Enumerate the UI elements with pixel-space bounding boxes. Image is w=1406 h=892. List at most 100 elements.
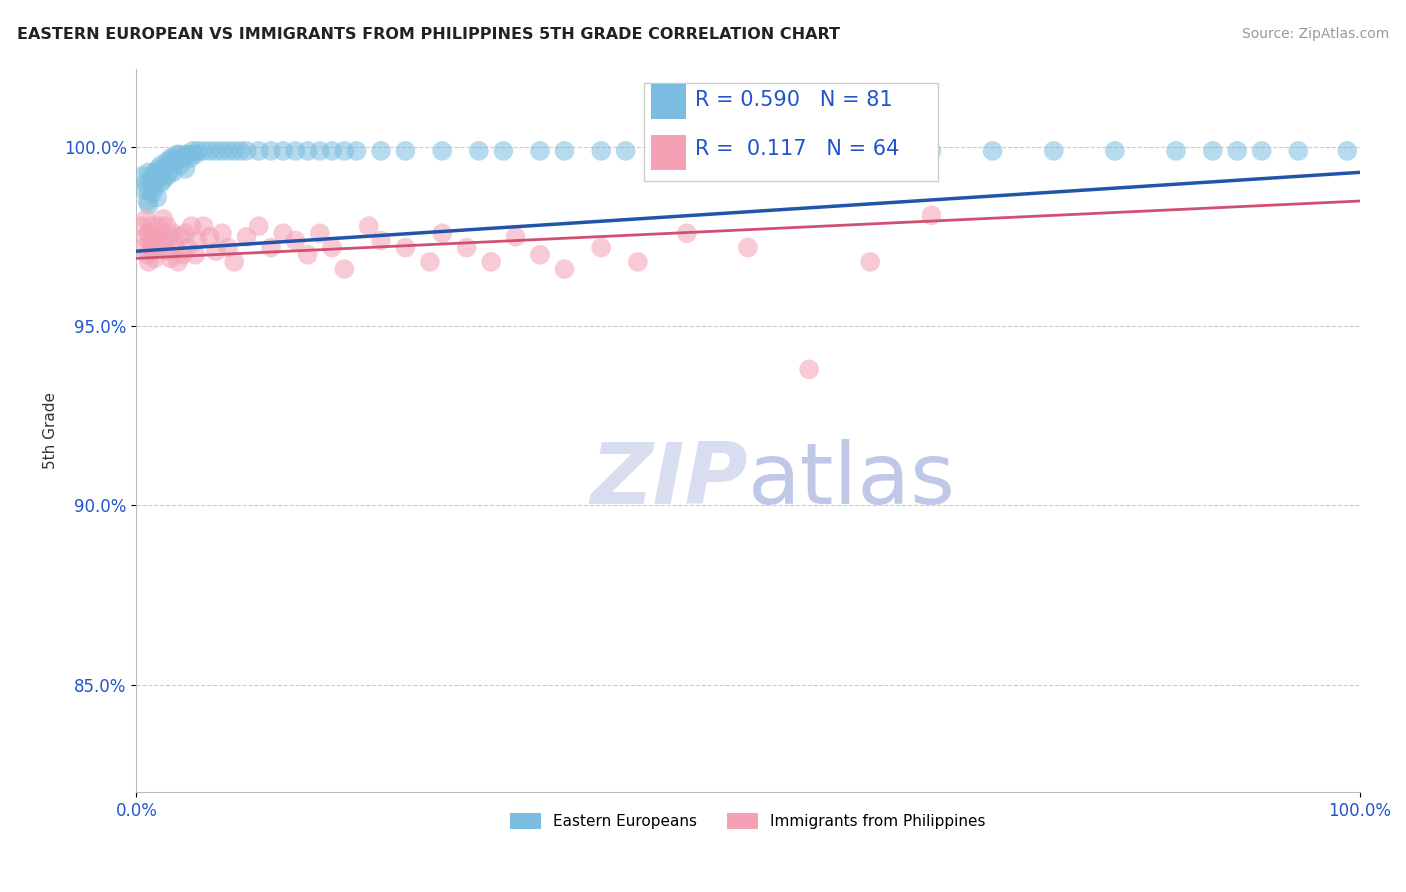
- Point: [553, 144, 575, 158]
- Point: [321, 241, 343, 255]
- Point: [224, 144, 246, 158]
- Point: [177, 147, 200, 161]
- Point: [165, 154, 187, 169]
- Point: [131, 169, 153, 183]
- Point: [675, 227, 697, 241]
- Point: [138, 165, 160, 179]
- Point: [136, 194, 159, 208]
- Legend: Eastern Europeans, Immigrants from Philippines: Eastern Europeans, Immigrants from Phili…: [503, 806, 991, 835]
- Point: [169, 158, 191, 172]
- Point: [159, 151, 181, 165]
- Point: [479, 255, 502, 269]
- Point: [174, 161, 197, 176]
- Point: [308, 227, 330, 241]
- Point: [138, 255, 160, 269]
- Point: [181, 144, 204, 158]
- Point: [149, 227, 172, 241]
- Point: [1250, 144, 1272, 158]
- Point: [132, 241, 155, 255]
- Point: [920, 208, 942, 222]
- Point: [157, 230, 180, 244]
- Point: [143, 179, 166, 194]
- Point: [187, 234, 209, 248]
- Point: [180, 219, 202, 233]
- Text: Source: ZipAtlas.com: Source: ZipAtlas.com: [1241, 27, 1389, 41]
- Point: [357, 219, 380, 233]
- Point: [177, 241, 200, 255]
- Point: [297, 248, 319, 262]
- Point: [505, 230, 527, 244]
- Point: [198, 144, 221, 158]
- Point: [149, 169, 172, 183]
- Point: [308, 144, 330, 158]
- Point: [981, 144, 1004, 158]
- FancyBboxPatch shape: [651, 85, 686, 120]
- Point: [1336, 144, 1358, 158]
- Point: [162, 165, 184, 179]
- Point: [688, 144, 710, 158]
- Point: [193, 219, 215, 233]
- Point: [235, 230, 257, 244]
- Point: [142, 169, 165, 183]
- Point: [737, 241, 759, 255]
- Point: [148, 219, 170, 233]
- Point: [797, 362, 820, 376]
- Point: [141, 241, 163, 255]
- Point: [184, 248, 207, 262]
- Point: [146, 190, 169, 204]
- Point: [136, 248, 159, 262]
- Point: [260, 241, 283, 255]
- Text: atlas: atlas: [748, 440, 956, 523]
- Point: [138, 183, 160, 197]
- Point: [247, 144, 270, 158]
- Point: [284, 234, 307, 248]
- Point: [153, 161, 176, 176]
- Point: [153, 234, 176, 248]
- Point: [187, 144, 209, 158]
- Point: [247, 219, 270, 233]
- Point: [271, 144, 294, 158]
- Point: [131, 219, 153, 233]
- Point: [333, 262, 356, 277]
- Point: [419, 255, 441, 269]
- Point: [920, 144, 942, 158]
- Point: [156, 219, 179, 233]
- Text: ZIP: ZIP: [591, 440, 748, 523]
- Point: [456, 241, 478, 255]
- Point: [614, 144, 637, 158]
- Point: [205, 144, 228, 158]
- Point: [134, 230, 156, 244]
- Text: R =  0.117   N = 64: R = 0.117 N = 64: [696, 139, 900, 160]
- Point: [333, 144, 356, 158]
- Point: [797, 144, 820, 158]
- Point: [430, 144, 453, 158]
- Point: [143, 165, 166, 179]
- FancyBboxPatch shape: [644, 83, 938, 181]
- Point: [141, 186, 163, 201]
- Point: [217, 241, 239, 255]
- Point: [235, 144, 257, 158]
- Point: [529, 248, 551, 262]
- Point: [284, 144, 307, 158]
- FancyBboxPatch shape: [651, 135, 686, 169]
- Point: [1104, 144, 1126, 158]
- Point: [205, 244, 228, 259]
- Point: [1042, 144, 1064, 158]
- Point: [174, 227, 197, 241]
- Point: [167, 147, 190, 161]
- Point: [651, 144, 673, 158]
- Point: [139, 219, 162, 233]
- Point: [145, 172, 167, 186]
- Point: [394, 241, 416, 255]
- Point: [149, 176, 172, 190]
- Point: [157, 165, 180, 179]
- Point: [321, 144, 343, 158]
- Point: [159, 252, 181, 266]
- Point: [370, 144, 392, 158]
- Point: [859, 255, 882, 269]
- Point: [167, 255, 190, 269]
- Point: [139, 172, 162, 186]
- Text: EASTERN EUROPEAN VS IMMIGRANTS FROM PHILIPPINES 5TH GRADE CORRELATION CHART: EASTERN EUROPEAN VS IMMIGRANTS FROM PHIL…: [17, 27, 839, 42]
- Point: [529, 144, 551, 158]
- Point: [135, 176, 157, 190]
